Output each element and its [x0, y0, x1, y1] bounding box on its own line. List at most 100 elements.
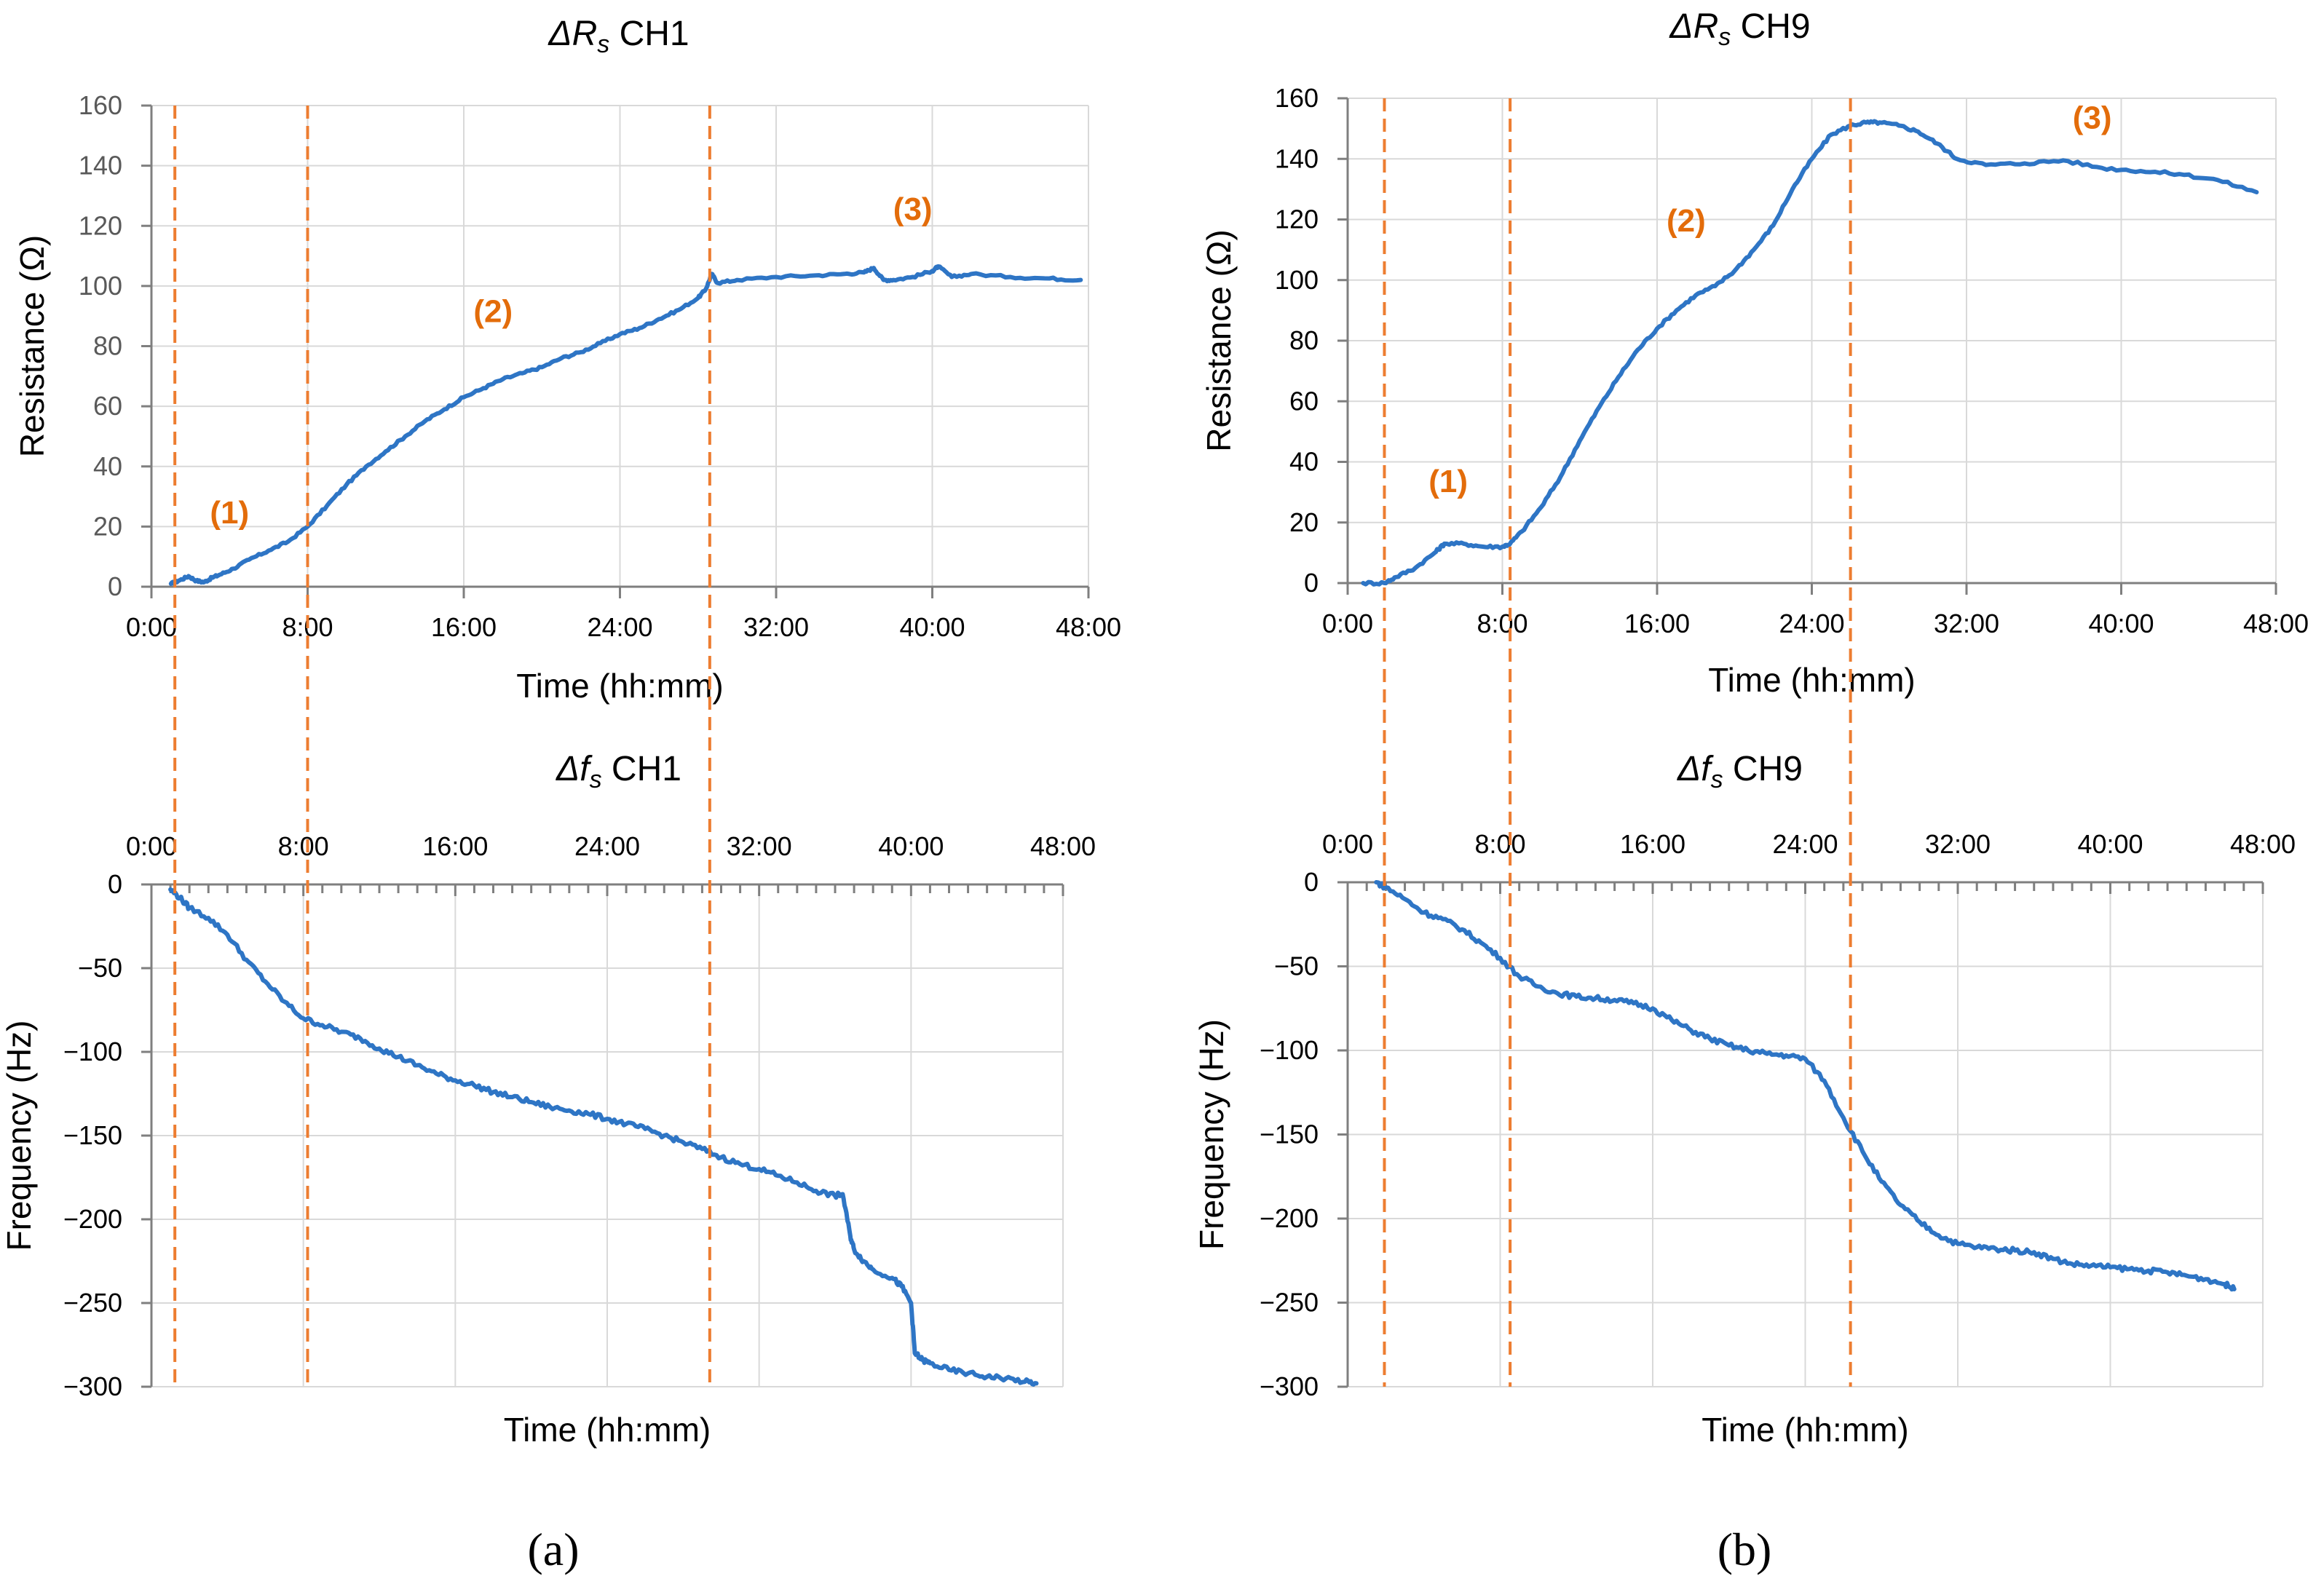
title-symbol: Δf — [1677, 750, 1714, 788]
data-series-line — [168, 264, 1083, 586]
title-subscript: s — [597, 31, 609, 58]
title-symbol: ΔR — [548, 15, 597, 53]
phase-annotation: (1) — [1428, 464, 1468, 499]
x-axis-title: Time (hh:mm) — [1708, 661, 1916, 699]
y-axis-title: Resistance (Ω) — [13, 235, 51, 457]
x-axis-title: Time (hh:mm) — [516, 667, 724, 705]
y-tick-label: −50 — [78, 953, 122, 983]
y-tick-label: 60 — [93, 391, 122, 421]
chart-frequency-ch1: Δfs CH1 0 −50 −100 −150 −200 −250 −300 0:00 8:00 1… — [0, 750, 1096, 1449]
phase-annotation: (1) — [210, 495, 249, 531]
y-tick-label: 80 — [1289, 325, 1319, 355]
y-tick-label: 160 — [79, 90, 122, 120]
x-tick-label: 24:00 — [1779, 609, 1844, 638]
title-suffix: CH9 — [1723, 750, 1803, 788]
data-series-line — [1361, 119, 2259, 587]
phase-annotation: (2) — [1667, 203, 1706, 239]
x-tick-label: 24:00 — [574, 831, 640, 861]
y-axis-title: Frequency (Hz) — [0, 1021, 38, 1251]
x-tick-label: 40:00 — [2077, 829, 2143, 859]
y-tick-label: 100 — [1275, 265, 1319, 295]
y-tick-label: 0 — [108, 869, 122, 899]
phase-marker-lines — [173, 98, 1852, 1387]
title-suffix: CH9 — [1731, 7, 1810, 46]
y-tick-label: 40 — [93, 451, 122, 481]
y-tick-label: 120 — [1275, 205, 1319, 234]
x-tick-label: 24:00 — [587, 612, 652, 642]
x-tick-label: 32:00 — [1925, 829, 1991, 859]
title-symbol: Δf — [556, 750, 593, 788]
y-tick-label: 60 — [1289, 386, 1319, 416]
x-tick-label: 16:00 — [1620, 829, 1685, 859]
x-tick-label: 8:00 — [1474, 829, 1525, 859]
x-tick-label: 8:00 — [278, 831, 329, 861]
panel-label-a: (a) — [527, 1524, 579, 1575]
x-axis-title: Time (hh:mm) — [1702, 1411, 1909, 1449]
title-suffix: CH1 — [602, 750, 681, 788]
y-tick-label: 0 — [1304, 867, 1319, 897]
y-tick-label: −200 — [63, 1204, 122, 1234]
data-series-line — [168, 887, 1039, 1387]
x-tick-label: 48:00 — [2243, 609, 2309, 638]
x-tick-label: 24:00 — [1772, 829, 1838, 859]
y-tick-label: −250 — [1260, 1288, 1319, 1318]
x-tick-label: 0:00 — [126, 612, 177, 642]
chart-resistance-ch9: ΔRs CH9 0 20 40 60 80 100 120 140 160 0:00 8:00 16:0… — [1200, 7, 2309, 699]
x-tick-label: 0:00 — [126, 831, 177, 861]
y-tick-label: 0 — [1304, 568, 1319, 598]
y-tick-label: −50 — [1274, 951, 1319, 981]
chart-frequency-ch9: Δfs CH9 0 −50 −100 −150 −200 −250 −300 0:00 8:00 1… — [1193, 750, 2296, 1449]
y-tick-label: −150 — [1260, 1120, 1319, 1149]
x-tick-label: 48:00 — [2230, 829, 2296, 859]
chart-title: ΔRs CH9 — [1669, 7, 1810, 51]
x-tick-label: 48:00 — [1030, 831, 1096, 861]
y-tick-label: 40 — [1289, 447, 1319, 477]
y-tick-label: 80 — [93, 331, 122, 361]
x-tick-label: 16:00 — [1624, 609, 1690, 638]
title-suffix: CH1 — [609, 15, 689, 53]
x-tick-label: 8:00 — [1477, 609, 1527, 638]
chart-title: Δfs CH9 — [1677, 750, 1803, 793]
y-tick-label: 120 — [79, 210, 122, 240]
x-tick-label: 40:00 — [899, 612, 965, 642]
title-subscript: s — [1711, 766, 1723, 793]
x-tick-label: 32:00 — [1934, 609, 1999, 638]
phase-annotation: (3) — [893, 191, 933, 227]
title-subscript: s — [590, 766, 602, 793]
panel-label-b: (b) — [1718, 1524, 1772, 1575]
y-tick-label: 20 — [93, 511, 122, 541]
y-tick-label: 160 — [1275, 83, 1319, 113]
x-tick-label: 0:00 — [1322, 829, 1373, 859]
y-tick-label: −100 — [1260, 1035, 1319, 1065]
title-symbol: ΔR — [1669, 7, 1718, 46]
y-tick-label: −150 — [63, 1120, 122, 1150]
x-tick-label: 0:00 — [1322, 609, 1373, 638]
title-subscript: s — [1718, 23, 1731, 51]
y-axis-title: Resistance (Ω) — [1200, 229, 1238, 451]
phase-annotation: (2) — [473, 293, 513, 329]
y-tick-label: −250 — [63, 1288, 122, 1318]
y-tick-label: 0 — [108, 571, 122, 601]
chart-title: ΔRs CH1 — [548, 15, 689, 58]
x-tick-label: 48:00 — [1056, 612, 1121, 642]
y-axis-title: Frequency (Hz) — [1193, 1019, 1230, 1250]
data-series-line — [1374, 880, 2237, 1292]
chart-title: Δfs CH1 — [556, 750, 681, 793]
x-tick-label: 32:00 — [743, 612, 809, 642]
y-tick-label: −200 — [1260, 1203, 1319, 1233]
phase-annotation: (3) — [2073, 100, 2112, 136]
x-tick-label: 40:00 — [878, 831, 944, 861]
y-tick-label: 140 — [79, 151, 122, 181]
y-tick-label: −100 — [63, 1037, 122, 1066]
x-tick-label: 40:00 — [2088, 609, 2154, 638]
x-tick-label: 16:00 — [431, 612, 497, 642]
x-axis-title: Time (hh:mm) — [504, 1411, 711, 1449]
y-tick-label: −300 — [63, 1371, 122, 1401]
y-tick-label: 140 — [1275, 143, 1319, 173]
y-tick-label: 20 — [1289, 507, 1319, 537]
x-tick-label: 32:00 — [727, 831, 792, 861]
y-tick-label: 100 — [79, 271, 122, 301]
y-tick-label: −300 — [1260, 1371, 1319, 1401]
x-tick-label: 16:00 — [422, 831, 488, 861]
